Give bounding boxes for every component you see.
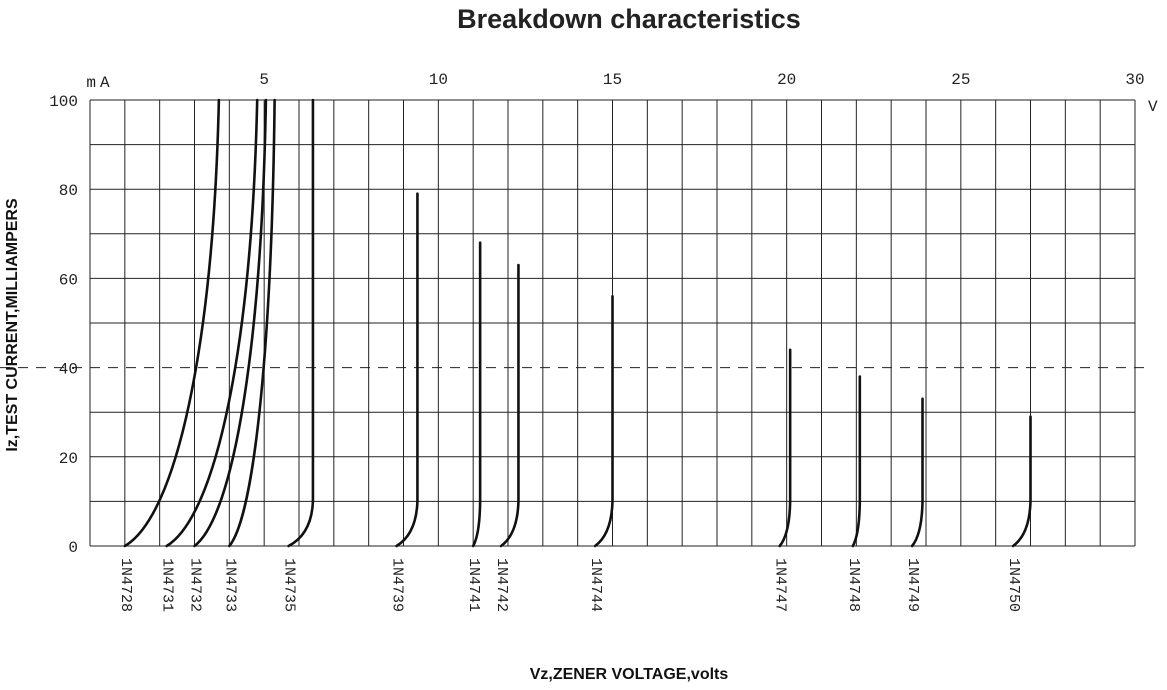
y-tick-label: 40 [59, 361, 78, 379]
series-label-1n4747: 1N4747 [772, 558, 789, 612]
series-label-1n4748: 1N4748 [845, 558, 862, 612]
y-tick-label: 80 [59, 182, 78, 200]
x-tick-label: 30 [1125, 71, 1144, 89]
series-label-1n4739: 1N4739 [389, 558, 406, 612]
series-label-1n4750: 1N4750 [1005, 558, 1022, 612]
series-label-1n4741: 1N4741 [465, 558, 482, 612]
curve-1n4731 [165, 98, 259, 548]
tick-labels: 0 20 40 60 80 100 5 10 15 20 25 30 mA V 1N4728 1N4731 1N… [49, 71, 1158, 612]
x-tick-label: 20 [777, 71, 796, 89]
curve-1n4732 [193, 98, 268, 548]
curve-1n4741 [471, 241, 482, 548]
grid [89, 99, 1136, 547]
series-label-1n4749: 1N4749 [904, 558, 921, 612]
series-label-1n4744: 1N4744 [587, 558, 604, 612]
x-axis-label: Vz,ZENER VOLTAGE,volts [529, 666, 729, 683]
x-tick-label: 25 [951, 71, 970, 89]
curve-1n4744 [593, 294, 614, 548]
curve-1n4747 [778, 348, 792, 548]
series-label-1n4742: 1N4742 [493, 558, 510, 612]
series-label-1n4728: 1N4728 [117, 558, 134, 612]
x-tick-label: 10 [429, 71, 448, 89]
curve-1n4728 [123, 98, 221, 548]
curve-1n4742 [499, 263, 520, 548]
curve-1n4735 [287, 98, 315, 548]
y-tick-label: 0 [68, 539, 78, 557]
x-unit-label: V [1148, 98, 1158, 116]
y-unit-label: mA [86, 74, 113, 92]
y-tick-label: 20 [59, 450, 78, 468]
curve-1n4748 [851, 375, 862, 548]
curve-1n4749 [910, 397, 924, 548]
curve-1n4733 [228, 98, 276, 548]
series-label-1n4733: 1N4733 [221, 558, 238, 612]
x-tick-label: 5 [259, 71, 269, 89]
y-tick-label: 60 [59, 271, 78, 289]
y-tick-label: 100 [49, 93, 78, 111]
curve-1n4739 [395, 192, 419, 548]
y-axis-label: Iz,TEST CURRENT,MILLIAMPERS [4, 198, 21, 452]
x-tick-label: 15 [603, 71, 622, 89]
chart-title: Breakdown characteristics [457, 4, 801, 34]
series-curves [123, 98, 1032, 548]
curve-1n4750 [1011, 415, 1032, 548]
series-label-1n4731: 1N4731 [159, 558, 176, 612]
series-label-1n4732: 1N4732 [187, 558, 204, 612]
series-label-1n4735: 1N4735 [281, 558, 298, 612]
